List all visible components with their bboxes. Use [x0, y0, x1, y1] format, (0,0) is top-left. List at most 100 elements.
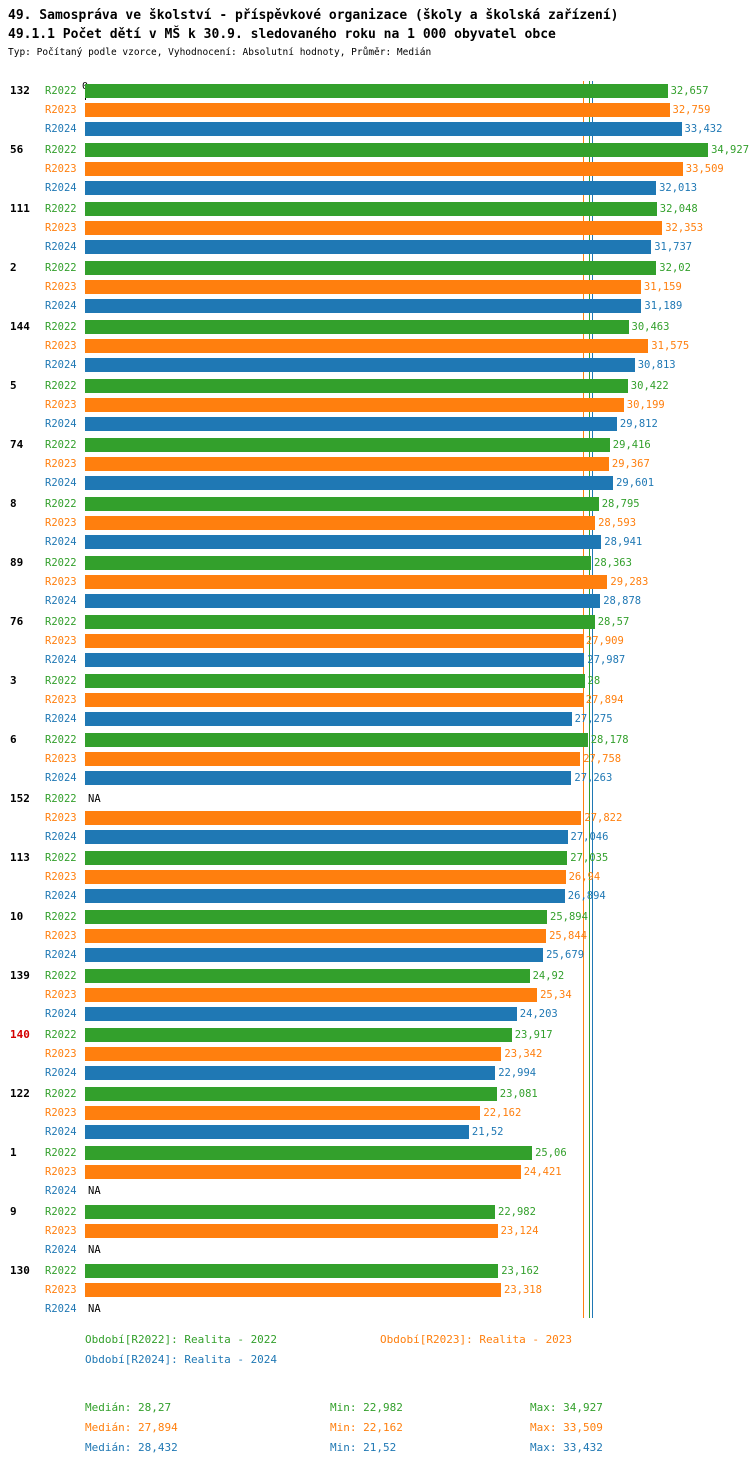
series-label: R2022 — [45, 379, 77, 392]
value-label: 27,046 — [570, 830, 609, 843]
series-label: R2024 — [45, 1184, 77, 1197]
bar-group-152: 152 R2022 NA R2023 27,822 R2024 27,046 — [0, 789, 750, 846]
bar-group-122: 122 R2022 23,081 R2023 22,162 R2024 21,52 — [0, 1084, 750, 1141]
value-label: NA — [88, 1184, 101, 1197]
row-id: 9 — [10, 1205, 17, 1218]
bar-row: R2023 25,844 — [0, 926, 750, 945]
bar-row: R2023 25,34 — [0, 985, 750, 1004]
bar-row: 152 R2022 NA — [0, 789, 750, 808]
stats-panel: Medián: 28,27 Min: 22,982 Max: 34,927 Me… — [85, 1398, 750, 1458]
bar-R2023 — [85, 220, 663, 235]
bar-group-140: 140 R2022 23,917 R2023 23,342 R2024 22,994 — [0, 1025, 750, 1082]
value-label: 23,318 — [504, 1283, 542, 1296]
bar-group-5: 5 R2022 30,422 R2023 30,199 R2024 29,812 — [0, 376, 750, 433]
series-label: R2024 — [45, 535, 77, 548]
row-id: 152 — [10, 792, 30, 805]
bar-R2023 — [85, 987, 538, 1002]
series-label: R2022 — [45, 910, 77, 923]
series-label: R2023 — [45, 693, 77, 706]
row-id: 89 — [10, 556, 24, 569]
value-label: 23,124 — [500, 1224, 539, 1237]
chart-meta: Typ: Počítaný podle vzorce, Vyhodnocení:… — [8, 47, 432, 58]
series-label: R2023 — [45, 752, 77, 765]
series-label: R2022 — [45, 851, 77, 864]
median-line-R2024 — [592, 81, 594, 1318]
series-label: R2022 — [45, 202, 77, 215]
value-label: 24,203 — [519, 1007, 558, 1020]
bar-R2024 — [85, 770, 572, 785]
row-id: 111 — [10, 202, 30, 215]
bar-R2024 — [85, 1065, 496, 1080]
legend-row: Období[R2024]: Realita - 2024 — [85, 1350, 750, 1370]
series-label: R2023 — [45, 280, 77, 293]
series-label: R2024 — [45, 830, 77, 843]
bar-R2024 — [85, 121, 682, 136]
series-label: R2023 — [45, 1283, 77, 1296]
bar-R2022 — [85, 319, 629, 334]
series-label: R2024 — [45, 889, 77, 902]
value-label: 33,509 — [685, 162, 724, 175]
series-label: R2023 — [45, 870, 77, 883]
bar-R2024 — [85, 947, 544, 962]
bar-row: R2023 26,94 — [0, 867, 750, 886]
bar-R2024 — [85, 711, 572, 726]
bar-R2024 — [85, 298, 642, 313]
bar-R2024 — [85, 652, 585, 667]
bar-row: R2024 26,894 — [0, 886, 750, 905]
stat-min: Min: 22,162 — [330, 1421, 403, 1434]
value-label: 32,759 — [672, 103, 711, 116]
series-label: R2022 — [45, 1028, 77, 1041]
value-label: 29,812 — [619, 417, 658, 430]
bar-row: 9 R2022 22,982 — [0, 1202, 750, 1221]
stat-median: Medián: 27,894 — [85, 1421, 178, 1434]
bar-R2023 — [85, 102, 670, 117]
bar-row: 130 R2022 23,162 — [0, 1261, 750, 1280]
bar-R2022 — [85, 909, 547, 924]
value-label: 31,737 — [654, 240, 693, 253]
series-label: R2022 — [45, 1264, 77, 1277]
bar-row: R2024 32,013 — [0, 178, 750, 197]
row-id: 132 — [10, 84, 30, 97]
series-label: R2022 — [45, 556, 77, 569]
series-label: R2023 — [45, 929, 77, 942]
bar-row: 56 R2022 34,927 — [0, 140, 750, 159]
value-label: 32,048 — [659, 202, 698, 215]
bar-R2022 — [85, 437, 610, 452]
bar-row: R2023 29,283 — [0, 572, 750, 591]
row-id: 140 — [10, 1028, 30, 1041]
bar-R2022 — [85, 968, 530, 983]
bar-row: R2024 27,275 — [0, 709, 750, 728]
bar-R2022 — [85, 673, 585, 688]
series-label: R2024 — [45, 594, 77, 607]
bar-row: R2024 21,52 — [0, 1122, 750, 1141]
bar-R2024 — [85, 357, 635, 372]
row-id: 139 — [10, 969, 30, 982]
bar-R2023 — [85, 397, 624, 412]
row-id: 5 — [10, 379, 17, 392]
bar-R2022 — [85, 201, 657, 216]
bar-group-89: 89 R2022 28,363 R2023 29,283 R2024 28,878 — [0, 553, 750, 610]
bar-R2024 — [85, 416, 617, 431]
value-label: 28,941 — [604, 535, 643, 548]
bar-row: R2023 23,342 — [0, 1044, 750, 1063]
series-label: R2022 — [45, 1087, 77, 1100]
bar-row: 2 R2022 32,02 — [0, 258, 750, 277]
value-label: 27,263 — [574, 771, 613, 784]
value-label: 23,162 — [501, 1264, 540, 1277]
bar-row: 139 R2022 24,92 — [0, 966, 750, 985]
bar-row: R2023 33,509 — [0, 159, 750, 178]
row-id: 8 — [10, 497, 17, 510]
bar-row: R2023 24,421 — [0, 1162, 750, 1181]
legend: Období[R2022]: Realita - 2022 Období[R20… — [85, 1330, 750, 1370]
value-label: 28,878 — [603, 594, 642, 607]
bar-R2022 — [85, 732, 588, 747]
row-id: 113 — [10, 851, 30, 864]
bar-row: R2024 29,601 — [0, 473, 750, 492]
series-label: R2024 — [45, 1007, 77, 1020]
bar-R2023 — [85, 338, 649, 353]
plot-area: 132 R2022 32,657 R2023 32,759 R2024 33,432 56 R2… — [0, 81, 750, 1318]
bar-R2022 — [85, 1145, 533, 1160]
stats-row-r2022: Medián: 28,27 Min: 22,982 Max: 34,927 — [85, 1398, 750, 1418]
value-label: NA — [88, 792, 101, 805]
bar-row: R2024 NA — [0, 1299, 750, 1318]
